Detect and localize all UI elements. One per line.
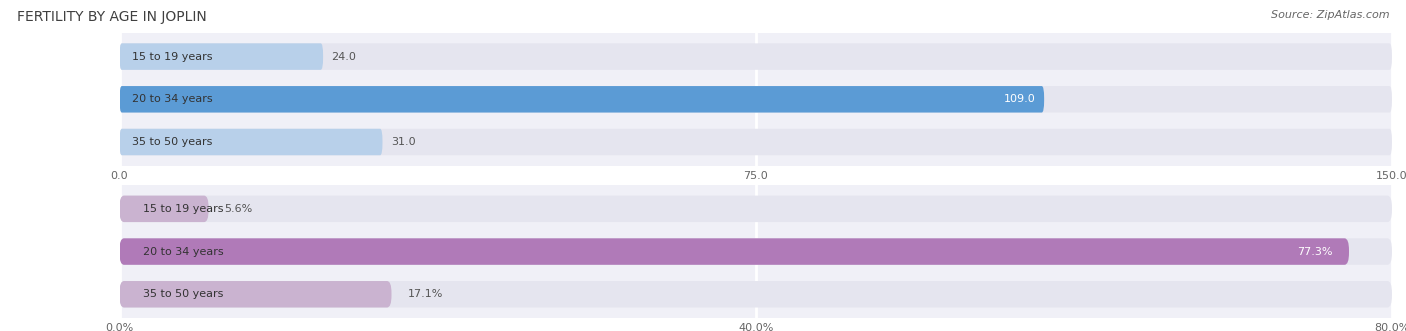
Text: 20 to 34 years: 20 to 34 years [132, 94, 212, 104]
FancyBboxPatch shape [120, 129, 382, 155]
FancyBboxPatch shape [120, 196, 1392, 222]
FancyBboxPatch shape [120, 43, 1392, 70]
Text: FERTILITY BY AGE IN JOPLIN: FERTILITY BY AGE IN JOPLIN [17, 10, 207, 24]
Text: 17.1%: 17.1% [408, 289, 443, 299]
Text: 77.3%: 77.3% [1298, 247, 1333, 257]
FancyBboxPatch shape [120, 86, 1392, 113]
FancyBboxPatch shape [120, 86, 1045, 113]
FancyBboxPatch shape [120, 238, 1392, 265]
FancyBboxPatch shape [120, 196, 208, 222]
FancyBboxPatch shape [120, 129, 1392, 155]
Text: 35 to 50 years: 35 to 50 years [132, 137, 212, 147]
Text: 109.0: 109.0 [1004, 94, 1036, 104]
Text: 35 to 50 years: 35 to 50 years [143, 289, 224, 299]
Text: 15 to 19 years: 15 to 19 years [143, 204, 224, 214]
Text: 15 to 19 years: 15 to 19 years [132, 52, 212, 62]
Text: 5.6%: 5.6% [225, 204, 253, 214]
Text: Source: ZipAtlas.com: Source: ZipAtlas.com [1271, 10, 1389, 20]
FancyBboxPatch shape [120, 281, 391, 307]
FancyBboxPatch shape [120, 238, 1348, 265]
FancyBboxPatch shape [120, 281, 1392, 307]
Text: 20 to 34 years: 20 to 34 years [143, 247, 224, 257]
Text: 31.0: 31.0 [391, 137, 416, 147]
Text: 24.0: 24.0 [332, 52, 357, 62]
FancyBboxPatch shape [120, 43, 323, 70]
